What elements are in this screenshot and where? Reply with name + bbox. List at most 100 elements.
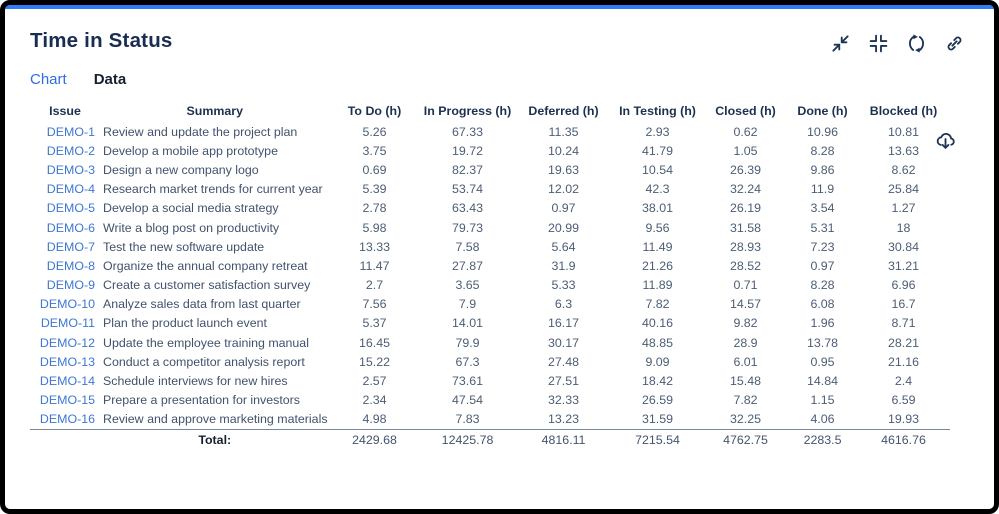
cell-value: 31.9	[551, 258, 576, 273]
cell-value: 18	[896, 220, 911, 235]
table-row: DEMO-5 Develop a social media strategy 2.7…	[30, 199, 950, 218]
cell-value: 10.24	[548, 143, 580, 158]
cell-value: 2.57	[362, 374, 387, 389]
issue-link[interactable]: DEMO-16	[39, 412, 95, 427]
issue-link[interactable]: DEMO-10	[39, 297, 95, 312]
tab-data[interactable]: Data	[93, 71, 127, 88]
cell-value: 27.87	[452, 258, 484, 273]
column-header: In Progress (h)	[423, 104, 512, 118]
cell-value: 48.85	[642, 335, 674, 350]
issue-link[interactable]: DEMO-7	[46, 239, 95, 254]
issue-summary: Create a customer satisfaction survey	[103, 278, 311, 293]
table-row: DEMO-8 Organize the annual company retrea…	[30, 256, 950, 275]
column-header: Closed (h)	[715, 104, 776, 118]
cell-value: 11.9	[810, 182, 835, 197]
total-value: 4616.76	[857, 429, 950, 450]
cell-value: 8.28	[810, 278, 835, 293]
cell-value: 16.7	[891, 297, 916, 312]
issue-link[interactable]: DEMO-5	[46, 201, 95, 216]
refresh-icon[interactable]	[906, 33, 927, 54]
cell-value: 10.81	[888, 124, 920, 139]
issue-link[interactable]: DEMO-4	[46, 182, 95, 197]
issue-summary: Design a new company logo	[103, 162, 259, 177]
issue-summary: Research market trends for current year	[103, 182, 323, 197]
cell-value: 27.51	[548, 374, 580, 389]
toolbar	[830, 33, 965, 54]
link-icon[interactable]	[944, 33, 965, 54]
accent-bar	[5, 5, 994, 9]
cell-value: 6.08	[810, 297, 835, 312]
cell-value: 10.96	[807, 124, 839, 139]
issue-summary: Review and update the project plan	[103, 124, 298, 139]
cell-value: 15.22	[359, 354, 391, 369]
total-value: 2429.68	[329, 429, 420, 450]
cell-value: 0.95	[810, 354, 835, 369]
panel-content: Time in Status	[5, 29, 994, 509]
cell-value: 10.54	[642, 162, 674, 177]
issue-summary: Conduct a competitor analysis report	[103, 354, 305, 369]
cell-value: 2.4	[894, 374, 913, 389]
cell-value: 19.93	[888, 412, 920, 427]
issue-link[interactable]: DEMO-14	[39, 374, 95, 389]
cell-value: 7.23	[810, 239, 835, 254]
cell-value: 13.23	[548, 412, 580, 427]
table-row: DEMO-14 Schedule interviews for new hires…	[30, 371, 950, 390]
cell-value: 5.31	[810, 220, 835, 235]
cell-value: 26.59	[642, 393, 674, 408]
cell-value: 9.09	[645, 354, 670, 369]
issue-link[interactable]: DEMO-11	[40, 316, 95, 331]
cell-value: 8.62	[891, 162, 916, 177]
table-row: DEMO-15 Prepare a presentation for invest…	[30, 391, 950, 410]
cell-value: 6.01	[733, 354, 758, 369]
cell-value: 13.33	[359, 239, 391, 254]
table-row: DEMO-16 Review and approve marketing mate…	[30, 410, 950, 430]
issue-link[interactable]: DEMO-6	[46, 220, 95, 235]
issue-link[interactable]: DEMO-12	[39, 335, 95, 350]
cell-value: 0.97	[551, 201, 576, 216]
cell-value: 1.96	[810, 316, 835, 331]
column-header: Blocked (h)	[869, 104, 938, 118]
tab-chart[interactable]: Chart	[30, 71, 67, 88]
cell-value: 27.48	[548, 354, 580, 369]
cloud-download-icon[interactable]	[934, 129, 957, 152]
cell-value: 7.83	[455, 412, 480, 427]
cell-value: 1.27	[891, 201, 916, 216]
issue-link[interactable]: DEMO-1	[46, 124, 95, 139]
issue-link[interactable]: DEMO-2	[46, 143, 95, 158]
cell-value: 13.63	[888, 143, 920, 158]
cell-value: 30.17	[548, 335, 580, 350]
cell-value: 7.82	[645, 297, 670, 312]
collapse-arrows-icon[interactable]	[830, 33, 851, 54]
total-row: Total: 2429.68 12425.78 4816.11 7215.54 4762.…	[30, 429, 950, 450]
total-value: 12425.78	[419, 429, 516, 450]
cell-value: 5.37	[362, 316, 387, 331]
issue-link[interactable]: DEMO-15	[39, 393, 95, 408]
issue-summary: Organize the annual company retreat	[103, 258, 308, 273]
table-row: DEMO-10 Analyze sales data from last quar…	[30, 295, 950, 314]
cell-value: 21.26	[642, 258, 674, 273]
table-row: DEMO-3 Design a new company logo 0.69 82.37…	[30, 160, 950, 179]
column-header: Issue	[49, 104, 81, 118]
cell-value: 16.17	[548, 316, 580, 331]
cell-value: 4.98	[362, 412, 387, 427]
issue-link[interactable]: DEMO-3	[46, 162, 95, 177]
issue-link[interactable]: DEMO-8	[46, 258, 95, 273]
cell-value: 19.63	[548, 162, 580, 177]
column-header: In Testing (h)	[619, 104, 696, 118]
issue-summary: Develop a mobile app prototype	[103, 143, 278, 158]
cell-value: 8.71	[891, 316, 916, 331]
cell-value: 2.78	[362, 201, 387, 216]
cell-value: 5.33	[551, 278, 576, 293]
cell-value: 21.16	[888, 354, 920, 369]
issue-summary: Prepare a presentation for investors	[103, 393, 300, 408]
table-row: DEMO-7 Test the new software update 13.33 7…	[30, 237, 950, 256]
total-value: 7215.54	[611, 429, 704, 450]
view-tabs: Chart Data	[30, 71, 969, 88]
cell-value: 26.39	[730, 162, 762, 177]
issue-link[interactable]: DEMO-9	[46, 278, 95, 293]
cell-value: 9.86	[810, 162, 835, 177]
cell-value: 0.97	[810, 258, 835, 273]
contract-corners-icon[interactable]	[868, 33, 889, 54]
table-row: DEMO-6 Write a blog post on productivity 5…	[30, 218, 950, 237]
issue-link[interactable]: DEMO-13	[39, 354, 95, 369]
